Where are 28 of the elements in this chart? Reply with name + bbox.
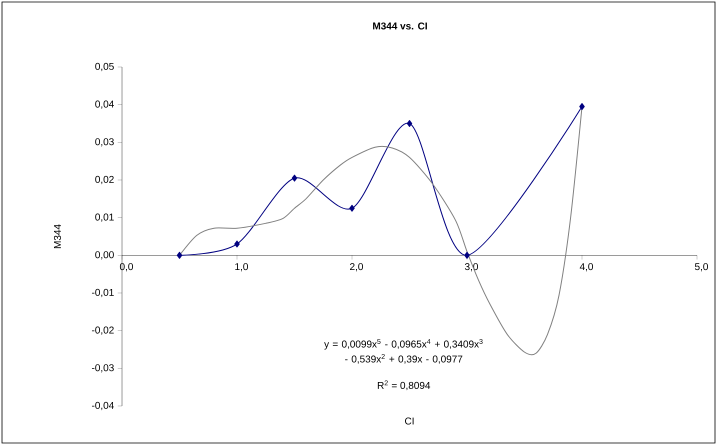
y-tick-label: -0,03: [92, 364, 114, 372]
x-tick-label: 2,0: [350, 263, 363, 272]
point: [292, 174, 298, 182]
x-tick-label: 1,0: [235, 263, 248, 272]
point: [176, 252, 182, 259]
y-axis-title: M344: [54, 224, 61, 248]
text: y = 0,0099x$^{5}$ - 0,0965x$^{4}$ + 0,3409x$^{3}$ - 0,539x$^{2}$ + 0,39x - 0,0977: [324, 339, 483, 364]
x-tick-label: 5,0: [694, 263, 708, 272]
chart-title: M344 vs. CI: [373, 22, 427, 30]
y-tick-label: 0,05: [95, 62, 114, 72]
y-tick-label: 0,02: [95, 176, 114, 184]
y-tick-label: 0,04: [95, 100, 114, 109]
x-tick-label: 0,0: [120, 263, 133, 272]
y-tick-label: -0,02: [92, 326, 114, 335]
point: [464, 252, 470, 259]
point: [406, 120, 412, 127]
x-tick-label: 3,0: [464, 263, 478, 272]
annotation: R$^{2}$ = 0,8094: [378, 380, 430, 390]
y-tick-label: -0,01: [92, 288, 114, 298]
x-tick-label: 4,0: [580, 263, 593, 272]
y-tick-label: 0,03: [95, 138, 114, 146]
point: [234, 240, 240, 248]
point: [349, 204, 355, 212]
x-axis-title: CI: [405, 418, 414, 425]
y-tick-label: 0,01: [95, 214, 114, 222]
point: [579, 103, 585, 110]
y-tick-label: 0,00: [95, 251, 114, 260]
y-tick-label: -0,04: [92, 402, 114, 410]
